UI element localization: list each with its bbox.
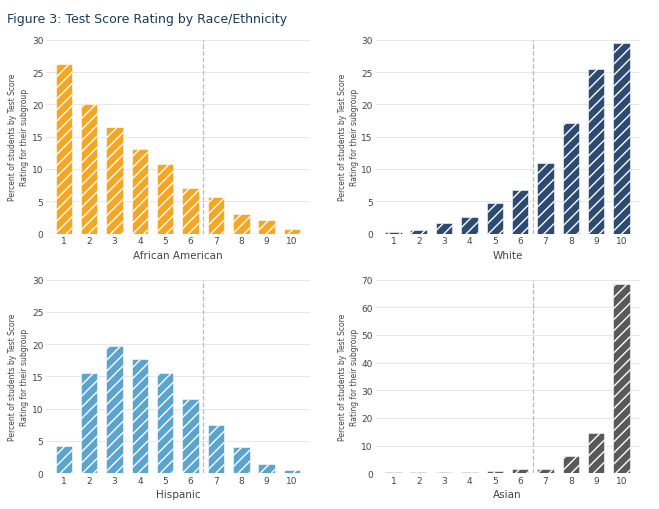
Bar [486,204,503,234]
Bar [258,464,275,473]
Bar [284,230,301,234]
Bar [588,433,604,473]
Bar [132,150,148,234]
Bar [284,470,301,473]
Bar [183,189,199,234]
X-axis label: Hispanic: Hispanic [156,489,200,499]
Bar [436,224,452,234]
Y-axis label: Percent of students by Test Score
Rating for their subgroup: Percent of students by Test Score Rating… [9,313,29,440]
Bar [588,70,604,234]
Bar [512,469,529,473]
X-axis label: White: White [492,250,523,260]
Bar [563,124,579,234]
X-axis label: African American: African American [133,250,223,260]
Bar [132,359,148,473]
Y-axis label: Percent of students by Test Score
Rating for their subgroup: Percent of students by Test Score Rating… [338,313,358,440]
Bar [55,65,72,234]
Bar [461,472,478,473]
Bar [157,164,173,234]
Bar [563,456,579,473]
Bar [614,284,630,473]
Bar [81,104,98,234]
Bar [81,374,98,473]
Text: Figure 3: Test Score Rating by Race/Ethnicity: Figure 3: Test Score Rating by Race/Ethn… [7,13,287,25]
Bar [411,231,427,234]
Y-axis label: Percent of students by Test Score
Rating for their subgroup: Percent of students by Test Score Rating… [338,74,358,201]
Bar [436,472,452,473]
Bar [537,469,554,473]
Bar [106,128,123,234]
Bar [208,197,224,234]
Bar [208,425,224,473]
Bar [461,218,478,234]
Bar [157,374,173,473]
Y-axis label: Percent of students by Test Score
Rating for their subgroup: Percent of students by Test Score Rating… [9,74,29,201]
Bar [233,447,250,473]
Bar [385,472,401,473]
Bar [258,220,275,234]
Bar [614,44,630,234]
Bar [411,472,427,473]
X-axis label: Asian: Asian [493,489,522,499]
Bar [385,233,401,234]
Bar [183,399,199,473]
Bar [233,214,250,234]
Bar [106,346,123,473]
Bar [537,163,554,234]
Bar [55,446,72,473]
Bar [486,471,503,473]
Bar [512,191,529,234]
